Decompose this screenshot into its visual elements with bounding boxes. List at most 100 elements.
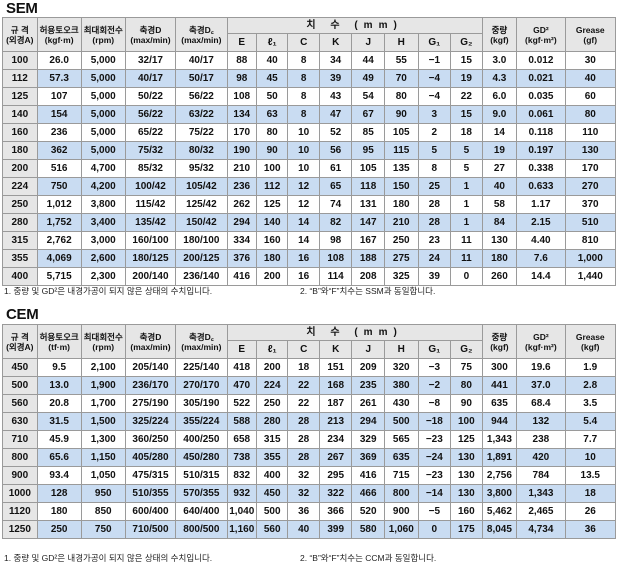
header-speed: 최대회전수 (rpm) [80, 17, 126, 52]
table-cell: 32/17 [124, 51, 177, 70]
table-cell: 90 [383, 105, 419, 124]
table-row: 224 750 4,200 100/42 105/42 236 112 12 65 118 150 2… [2, 177, 617, 196]
table-cell: −4 [417, 69, 452, 88]
table-cell: 160 [450, 502, 483, 521]
table-cell: −8 [417, 394, 452, 413]
table-cell: 2,600 [80, 249, 126, 268]
row-size-cell: 180 [2, 141, 38, 160]
table-cell: 270 [564, 177, 617, 196]
table-cell: 100/42 [124, 177, 177, 196]
header-dim-g2: G₂ [450, 33, 483, 52]
table-cell: 125/42 [175, 195, 228, 214]
table-cell: 5 [417, 141, 452, 160]
table-cell: 65.6 [36, 448, 82, 467]
table-cell: 5,000 [80, 105, 126, 124]
table-cell: 50 [255, 87, 289, 106]
table-cell: 2,762 [36, 231, 82, 250]
table-cell: 75/22 [175, 123, 228, 142]
table-cell: 2,756 [481, 466, 518, 485]
table-cell: 262 [226, 195, 257, 214]
table-cell: 180 [481, 249, 518, 268]
table-cell: 234 [318, 430, 353, 449]
table-cell: 19.6 [516, 358, 566, 377]
table-cell: 15 [450, 51, 483, 70]
table-cell: 3,800 [481, 484, 518, 503]
table-cell: 18 [450, 123, 483, 142]
table-cell: 5,000 [80, 87, 126, 106]
row-size-cell: 140 [2, 105, 38, 124]
table-row: 112 57.3 5,000 40/17 50/17 98 45 8 39 49 70 −4 19 4.3… [2, 69, 617, 88]
table-cell: 3,000 [80, 231, 126, 250]
table-cell: 2 [417, 123, 452, 142]
table-cell: 10 [287, 123, 320, 142]
table-cell: 580 [351, 520, 385, 539]
table-cell: 114 [318, 267, 353, 286]
table-cell: 10 [564, 448, 617, 467]
table-cell: 0.061 [516, 105, 566, 124]
table-cell: 784 [516, 466, 566, 485]
table-cell: 160/100 [124, 231, 177, 250]
row-size-cell: 500 [2, 376, 38, 395]
header-dim-h: H [383, 340, 419, 359]
table-cell: 95/32 [175, 159, 228, 178]
table-cell: 40/17 [175, 51, 228, 70]
table-cell: 154 [36, 105, 82, 124]
row-size-cell: 900 [2, 466, 38, 485]
table-cell: 1,440 [564, 267, 617, 286]
table-row: 560 20.8 1,700 275/190 305/190 522 250 22 187 261… [2, 394, 617, 413]
table-cell: −1 [417, 51, 452, 70]
table-cell: 16 [287, 249, 320, 268]
header-dim-h: H [383, 33, 419, 52]
table-cell: 1,050 [80, 466, 126, 485]
table-cell: 14 [287, 231, 320, 250]
table-cell: 168 [318, 376, 353, 395]
table-cell: 8 [287, 51, 320, 70]
table-cell: 180/125 [124, 249, 177, 268]
table-cell: 135 [383, 159, 419, 178]
table-cell: 180/100 [175, 231, 228, 250]
header-dim-c: C [287, 340, 320, 359]
table-cell: 32 [287, 484, 320, 503]
table-cell: 1,000 [564, 249, 617, 268]
table-cell: 500 [255, 502, 289, 521]
table-cell: 27 [481, 159, 518, 178]
header-shaft-d: 축경D (max/min) [124, 324, 177, 359]
table-cell: 140 [255, 213, 289, 232]
table-cell: −18 [417, 412, 452, 431]
table-cell: 80 [255, 123, 289, 142]
table-cell: 4,734 [516, 520, 566, 539]
table-cell: 14 [481, 123, 518, 142]
table-cell: 131 [351, 195, 385, 214]
cem-note-1: 1. 중량 및 GD²은 내경가공이 되지 않은 상태의 수치입니다. [4, 553, 213, 563]
table-cell: 56/22 [124, 105, 177, 124]
table-cell: 0 [450, 267, 483, 286]
table-cell: 1,060 [383, 520, 419, 539]
table-cell: 19 [450, 69, 483, 88]
table-cell: 376 [226, 249, 257, 268]
header-weight: 중량 (kgf) [481, 17, 518, 52]
table-cell: 11 [450, 249, 483, 268]
table-cell: 150/42 [175, 213, 228, 232]
table-cell: 329 [351, 430, 385, 449]
row-size-cell: 160 [2, 123, 38, 142]
table-cell: 0.035 [516, 87, 566, 106]
row-size-cell: 450 [2, 358, 38, 377]
row-size-cell: 560 [2, 394, 38, 413]
table-cell: 418 [226, 358, 257, 377]
table-cell: 128 [36, 484, 82, 503]
table-cell: 34 [318, 51, 353, 70]
table-cell: 74 [318, 195, 353, 214]
table-cell: 170 [226, 123, 257, 142]
table-cell: 40 [255, 51, 289, 70]
table-row: 900 93.4 1,050 475/315 510/315 832 400 32 295 416… [2, 466, 617, 485]
table-cell: 23 [417, 231, 452, 250]
table-cell: 850 [80, 502, 126, 521]
table-row: 200 516 4,700 85/32 95/32 210 100 10 61 105 135 8 5 2… [2, 159, 617, 178]
table-cell: 57.3 [36, 69, 82, 88]
table-cell: 11 [450, 231, 483, 250]
table-cell: 40 [481, 177, 518, 196]
table-cell: 635 [383, 448, 419, 467]
header-speed: 최대회전수 (rpm) [80, 324, 126, 359]
table-cell: 510/355 [124, 484, 177, 503]
header-dim-j: J [351, 33, 385, 52]
